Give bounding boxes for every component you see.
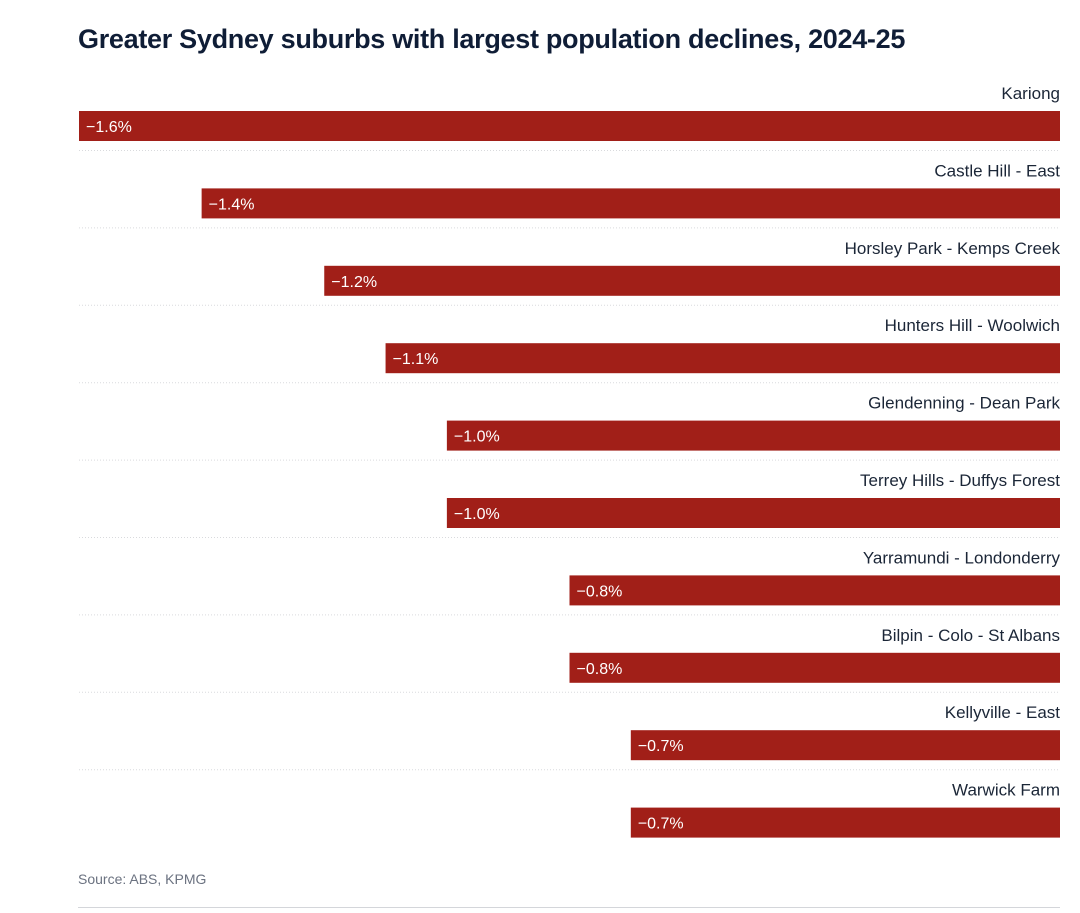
category-label: Castle Hill - East	[934, 161, 1060, 180]
bar	[446, 420, 1060, 451]
data-label: −0.7%	[638, 816, 684, 833]
data-label: −0.7%	[638, 738, 684, 755]
category-label: Glendenning - Dean Park	[868, 394, 1060, 413]
category-label: Kariong	[1001, 84, 1060, 103]
data-label: −1.0%	[454, 429, 500, 446]
bottom-divider	[78, 907, 1060, 908]
category-label: Hunters Hill - Woolwich	[885, 316, 1060, 335]
data-label: −0.8%	[577, 661, 623, 678]
data-label: −1.4%	[209, 196, 255, 213]
data-label: −1.2%	[331, 274, 377, 291]
bar	[569, 652, 1060, 683]
bar	[79, 111, 1060, 141]
category-label: Bilpin - Colo - St Albans	[881, 626, 1060, 645]
data-label: −0.8%	[577, 583, 623, 600]
chart-title: Greater Sydney suburbs with largest popu…	[78, 24, 906, 54]
bar	[630, 730, 1060, 761]
bar	[446, 498, 1060, 528]
data-label: −1.1%	[393, 351, 439, 368]
category-label: Terrey Hills - Duffys Forest	[860, 471, 1060, 490]
category-label: Warwick Farm	[952, 781, 1060, 800]
category-label: Kellyville - East	[945, 703, 1061, 722]
data-label: −1.6%	[86, 119, 132, 136]
bar	[385, 343, 1060, 374]
bar	[569, 575, 1060, 606]
data-label: −1.0%	[454, 506, 500, 523]
source-note: Source: ABS, KPMG	[78, 871, 207, 887]
category-label: Yarramundi - Londonderry	[863, 548, 1061, 567]
bar	[324, 265, 1060, 296]
bar	[201, 188, 1060, 219]
category-label: Horsley Park - Kemps Creek	[845, 239, 1061, 258]
bar	[630, 807, 1060, 838]
